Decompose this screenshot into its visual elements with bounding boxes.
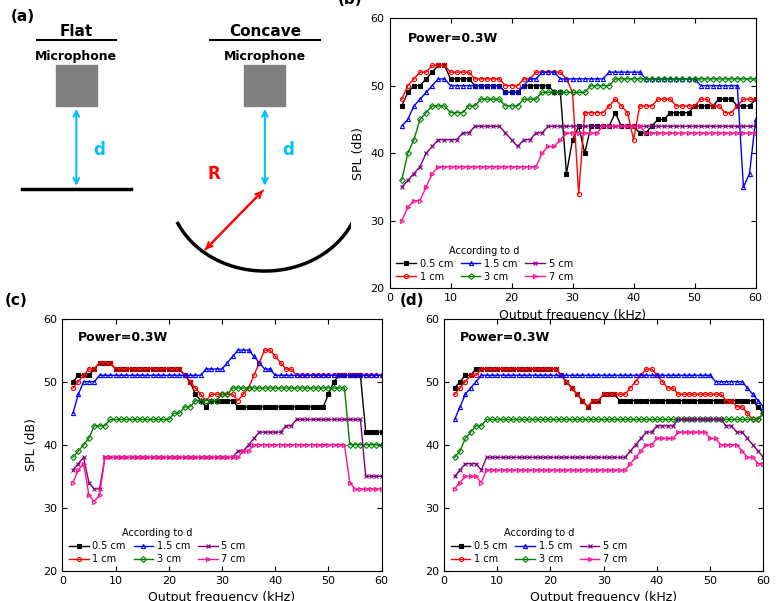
- Legend: 0.5 cm, 1 cm, 1.5 cm, 3 cm, 5 cm, 7 cm: 0.5 cm, 1 cm, 1.5 cm, 3 cm, 5 cm, 7 cm: [67, 526, 248, 566]
- Legend: 0.5 cm, 1 cm, 1.5 cm, 3 cm, 5 cm, 7 cm: 0.5 cm, 1 cm, 1.5 cm, 3 cm, 5 cm, 7 cm: [449, 526, 629, 566]
- Text: (c): (c): [5, 293, 27, 308]
- Text: Microphone: Microphone: [224, 50, 306, 63]
- Y-axis label: SPL (dB): SPL (dB): [352, 127, 365, 180]
- X-axis label: Output frequency (kHz): Output frequency (kHz): [530, 591, 677, 601]
- X-axis label: Output frequency (kHz): Output frequency (kHz): [149, 591, 295, 601]
- Text: Microphone: Microphone: [35, 50, 118, 63]
- Text: R: R: [207, 165, 220, 183]
- Text: Concave: Concave: [229, 23, 301, 38]
- Text: Flat: Flat: [60, 23, 93, 38]
- X-axis label: Output frequency (kHz): Output frequency (kHz): [499, 309, 646, 322]
- Text: (a): (a): [11, 9, 35, 24]
- Text: (b): (b): [338, 0, 363, 7]
- Bar: [245, 65, 285, 106]
- Text: d: d: [282, 141, 294, 159]
- Legend: 0.5 cm, 1 cm, 1.5 cm, 3 cm, 5 cm, 7 cm: 0.5 cm, 1 cm, 1.5 cm, 3 cm, 5 cm, 7 cm: [394, 244, 575, 284]
- Text: d: d: [93, 141, 105, 159]
- Text: Power=0.3W: Power=0.3W: [408, 31, 498, 44]
- Text: Power=0.3W: Power=0.3W: [78, 331, 168, 344]
- Y-axis label: SPL (dB): SPL (dB): [25, 418, 37, 471]
- Text: Power=0.3W: Power=0.3W: [460, 331, 550, 344]
- Bar: [56, 65, 97, 106]
- Text: (d): (d): [400, 293, 424, 308]
